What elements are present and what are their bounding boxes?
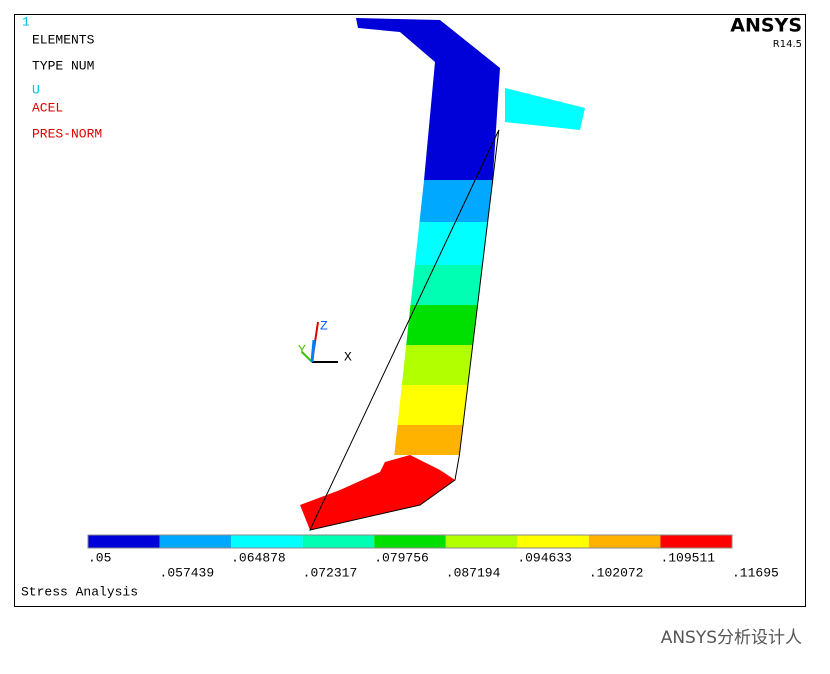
legend-swatch	[445, 535, 518, 548]
brand: ANSYS	[730, 15, 802, 37]
legend-label: .11695	[732, 565, 779, 580]
legend-label: .057439	[160, 565, 215, 580]
axis-label: Y	[298, 342, 306, 357]
info-line: PRES-NORM	[32, 126, 102, 141]
model-region	[401, 345, 473, 385]
axis-base	[310, 339, 316, 363]
legend: .05 .064878 .079756 .094633 .109511 .057439 .0…	[87, 534, 779, 580]
model-region	[505, 88, 585, 130]
model-region	[397, 385, 468, 425]
info-line: U	[32, 82, 40, 97]
window-number: 1	[22, 14, 30, 29]
watermark: ANSYS分析设计人	[661, 628, 802, 648]
legend-swatch	[660, 535, 732, 548]
legend-swatch	[88, 535, 160, 548]
legend-swatch	[517, 535, 589, 548]
legend-swatch	[159, 535, 232, 548]
legend-swatch	[374, 535, 446, 548]
legend-label: .109511	[660, 550, 715, 565]
footer-title: Stress Analysis	[21, 584, 138, 599]
model-region	[406, 305, 478, 345]
legend-label: .064878	[231, 550, 286, 565]
model	[300, 18, 585, 531]
info-line: ACEL	[32, 100, 63, 115]
legend-label: .079756	[374, 550, 429, 565]
axis-y	[301, 351, 313, 363]
legend-label: .102072	[589, 565, 644, 580]
model-region	[356, 18, 500, 180]
legend-label: .087194	[446, 565, 501, 580]
model-region	[300, 455, 455, 530]
legend-label: .094633	[517, 550, 572, 565]
legend-swatch	[302, 535, 375, 548]
model-region	[410, 265, 483, 305]
version: R14.5	[773, 39, 802, 50]
legend-label: .05	[88, 550, 111, 565]
axis-label: X	[344, 349, 352, 364]
model-region	[419, 180, 493, 222]
model-region	[414, 222, 488, 265]
legend-label: .072317	[303, 565, 358, 580]
legend-swatch	[588, 535, 661, 548]
legend-swatch	[231, 535, 303, 548]
info-line: ELEMENTS	[32, 32, 95, 47]
model-outline	[309, 129, 500, 531]
info-line: TYPE NUM	[32, 58, 94, 73]
legend-border	[87, 534, 733, 549]
model-region	[394, 425, 464, 455]
axis-label: Z	[320, 318, 328, 333]
